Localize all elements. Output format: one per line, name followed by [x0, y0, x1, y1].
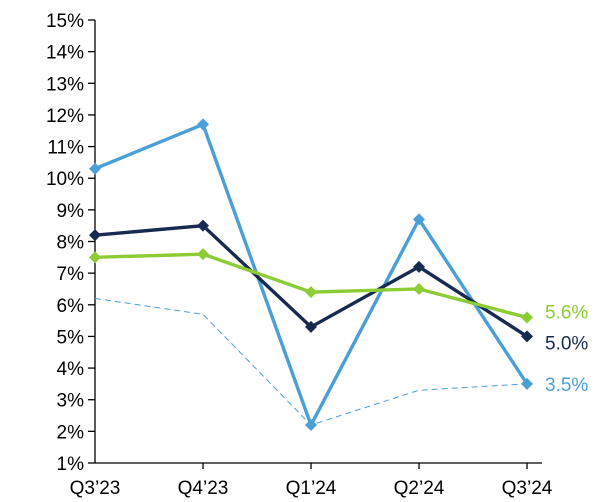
x-tick-label: Q4’23 — [178, 478, 229, 499]
data-point — [521, 311, 533, 324]
end-labels: 3.5% 5.0% 5.6% — [545, 302, 588, 395]
data-point — [89, 229, 101, 242]
x-tick-label: Q2’24 — [394, 478, 445, 499]
y-tick-label: 4% — [57, 359, 85, 380]
x-axis: Q3’23 Q4’23 Q1’24 Q2’24 Q3’24 — [70, 462, 553, 499]
data-point — [89, 251, 101, 264]
y-tick-label: 5% — [57, 327, 85, 348]
data-point — [413, 260, 425, 273]
y-tick-label: 11% — [47, 138, 84, 159]
series-line-dashed — [94, 297, 528, 426]
data-point — [413, 282, 425, 295]
data-point — [413, 213, 425, 226]
y-tick-label: 14% — [46, 43, 84, 64]
x-tick-label: Q3’24 — [502, 478, 553, 499]
y-tick-label: 12% — [46, 106, 84, 127]
data-point — [521, 330, 533, 343]
y-tick-label: 3% — [57, 391, 85, 412]
y-tick-label: 8% — [57, 233, 85, 254]
x-tick-label: Q1’24 — [286, 478, 337, 499]
data-point — [197, 118, 209, 131]
y-tick-label: 1% — [57, 454, 85, 475]
x-tick-label: Q3’23 — [70, 478, 121, 499]
y-tick-label: 10% — [46, 169, 84, 190]
data-point — [305, 286, 317, 299]
y-tick-label: 7% — [57, 264, 85, 285]
series-end-label: 5.6% — [545, 302, 588, 323]
series-layer — [89, 118, 533, 432]
y-tick-label: 13% — [46, 74, 84, 95]
y-tick-label: 15% — [46, 11, 84, 32]
data-point — [89, 162, 101, 175]
y-tick-label: 2% — [57, 422, 85, 443]
data-point — [305, 320, 317, 333]
data-point — [197, 248, 209, 261]
y-axis: 1% 2% 3% 4% 5% 6% 7% 8% 9% 10% 11% 12% 13% 14% 15% — [46, 11, 96, 475]
y-tick-label: 9% — [57, 201, 85, 222]
series-end-label: 5.0% — [545, 333, 588, 354]
y-tick-label: 6% — [57, 296, 85, 317]
data-point — [197, 219, 209, 232]
series-end-label: 3.5% — [545, 375, 588, 396]
series-line — [94, 223, 528, 338]
series-line — [94, 122, 529, 427]
